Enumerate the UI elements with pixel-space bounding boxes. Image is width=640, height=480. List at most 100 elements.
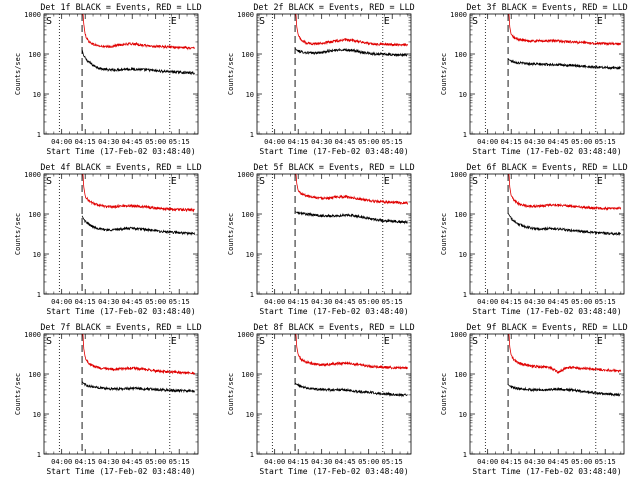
- x-tick-label: 05:15: [382, 138, 403, 146]
- events-series-line: [81, 215, 195, 236]
- x-tick-label: 05:15: [169, 458, 190, 466]
- x-tick-label: 05:15: [382, 298, 403, 306]
- x-tick-label: 04:00: [264, 298, 285, 306]
- x-tick-label: 05:15: [595, 298, 616, 306]
- y-tick-label: 10: [246, 411, 254, 419]
- start-marker: S: [46, 176, 52, 187]
- y-axis-label: Counts/sec: [14, 53, 22, 95]
- lld-series-line: [295, 13, 409, 47]
- lld-series-line: [508, 173, 622, 211]
- x-tick-label: 04:15: [501, 138, 522, 146]
- x-axis-label: Start Time (17-Feb-02 03:48:40): [46, 467, 195, 476]
- plot-frame: [256, 333, 412, 455]
- y-tick-label: 100: [454, 51, 467, 59]
- y-tick-label: 10: [33, 411, 41, 419]
- lld-series-line: [82, 333, 195, 376]
- x-tick-label: 05:15: [382, 458, 403, 466]
- plot-frame: [43, 13, 199, 135]
- x-tick-label: 04:45: [335, 138, 356, 146]
- x-axis-label: Start Time (17-Feb-02 03:48:40): [259, 147, 408, 156]
- plot-frame: [43, 173, 199, 295]
- plot-title: Det 7f BLACK = Events, RED = LLD: [40, 322, 201, 332]
- x-tick-label: 05:00: [571, 458, 592, 466]
- lld-series-line: [295, 173, 409, 206]
- y-tick-label: 100: [454, 211, 467, 219]
- x-tick-label: 04:30: [98, 138, 119, 146]
- x-tick-label: 04:15: [288, 458, 309, 466]
- y-tick-label: 1000: [24, 11, 41, 19]
- events-series-line: [81, 49, 195, 76]
- x-tick-label: 05:15: [595, 458, 616, 466]
- x-tick-label: 04:45: [548, 138, 569, 146]
- plot-frame: [256, 173, 412, 295]
- x-tick-label: 04:45: [335, 298, 356, 306]
- x-tick-label: 04:00: [264, 138, 285, 146]
- y-tick-label: 10: [459, 411, 467, 419]
- y-tick-label: 1000: [450, 11, 467, 19]
- x-tick-label: 05:00: [571, 138, 592, 146]
- end-marker: E: [171, 16, 177, 27]
- x-tick-label: 04:00: [51, 458, 72, 466]
- x-tick-label: 05:00: [358, 458, 379, 466]
- start-marker: S: [46, 16, 52, 27]
- events-series-line: [81, 381, 195, 394]
- y-tick-label: 1000: [24, 171, 41, 179]
- y-tick-label: 100: [241, 371, 254, 379]
- detector-panel-3: Det 3f BLACK = Events, RED = LLD 1 10 100 10…: [440, 2, 628, 156]
- events-series-line: [507, 384, 621, 397]
- x-tick-label: 04:00: [264, 458, 285, 466]
- start-marker: S: [472, 336, 478, 347]
- y-tick-label: 1: [37, 131, 41, 139]
- end-marker: E: [384, 176, 390, 187]
- detector-panel-6: Det 6f BLACK = Events, RED = LLD 1 10 100 10…: [440, 162, 628, 316]
- x-tick-label: 04:30: [311, 298, 332, 306]
- events-series-line: [507, 58, 621, 71]
- y-tick-label: 1000: [450, 331, 467, 339]
- y-tick-label: 100: [241, 51, 254, 59]
- y-axis-label: Counts/sec: [440, 373, 448, 415]
- plot-title: Det 2f BLACK = Events, RED = LLD: [253, 2, 414, 12]
- x-tick-label: 04:15: [75, 458, 96, 466]
- y-tick-label: 1: [250, 451, 254, 459]
- x-tick-label: 05:00: [145, 138, 166, 146]
- end-marker: E: [384, 336, 390, 347]
- x-tick-label: 04:15: [501, 298, 522, 306]
- plot-title: Det 9f BLACK = Events, RED = LLD: [466, 322, 627, 332]
- y-tick-label: 1: [463, 131, 467, 139]
- detector-panel-1: Det 1f BLACK = Events, RED = LLD 1 10 100 10…: [14, 2, 202, 156]
- y-tick-label: 10: [459, 91, 467, 99]
- events-series-line: [294, 47, 408, 58]
- x-tick-label: 04:15: [288, 138, 309, 146]
- end-marker: E: [597, 336, 603, 347]
- x-tick-label: 05:15: [595, 138, 616, 146]
- x-tick-label: 04:30: [311, 138, 332, 146]
- y-tick-label: 1: [250, 131, 254, 139]
- events-series-line: [294, 211, 408, 225]
- x-tick-label: 04:15: [501, 458, 522, 466]
- x-tick-label: 05:00: [571, 298, 592, 306]
- y-tick-label: 10: [246, 91, 254, 99]
- y-tick-label: 100: [241, 211, 254, 219]
- y-tick-label: 100: [28, 51, 41, 59]
- y-axis-label: Counts/sec: [440, 213, 448, 255]
- y-tick-label: 1000: [450, 171, 467, 179]
- x-axis-label: Start Time (17-Feb-02 03:48:40): [472, 147, 621, 156]
- events-series-line: [294, 382, 408, 398]
- x-tick-label: 04:30: [311, 458, 332, 466]
- x-tick-label: 04:15: [288, 298, 309, 306]
- x-axis-label: Start Time (17-Feb-02 03:48:40): [259, 307, 408, 316]
- x-tick-label: 04:30: [524, 298, 545, 306]
- plot-title: Det 1f BLACK = Events, RED = LLD: [40, 2, 201, 12]
- x-tick-label: 04:45: [122, 138, 143, 146]
- end-marker: E: [597, 16, 603, 27]
- y-axis-label: Counts/sec: [14, 213, 22, 255]
- start-marker: S: [259, 336, 265, 347]
- x-tick-label: 04:00: [477, 138, 498, 146]
- x-tick-label: 04:15: [75, 138, 96, 146]
- start-marker: S: [472, 16, 478, 27]
- x-tick-label: 05:00: [145, 458, 166, 466]
- y-tick-label: 10: [459, 251, 467, 259]
- y-tick-label: 10: [246, 251, 254, 259]
- detector-panel-7: Det 7f BLACK = Events, RED = LLD 1 10 100 10…: [14, 322, 202, 476]
